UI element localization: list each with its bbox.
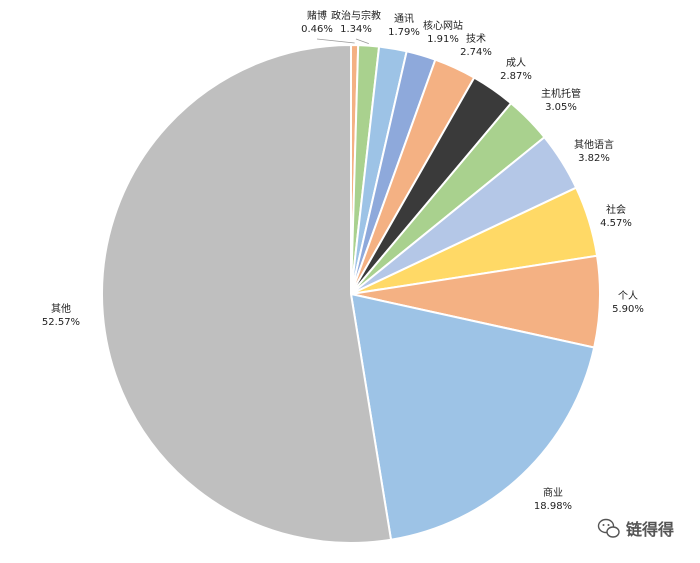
- slice-value-label: 2.87%: [500, 71, 532, 82]
- slice-category-label: 其他语言: [574, 138, 614, 151]
- slice-value-label: 3.82%: [578, 153, 610, 164]
- slice-category-label: 通讯: [394, 13, 414, 25]
- slice-category-label: 其他: [51, 302, 71, 315]
- slice-category-label: 商业: [543, 486, 563, 499]
- watermark-text: 链得得: [626, 520, 674, 539]
- slice-category-label: 核心网站: [423, 19, 463, 32]
- slice-category-label: 赌博: [307, 9, 327, 22]
- slice-value-label: 3.05%: [545, 102, 577, 113]
- slice-value-label: 1.34%: [340, 24, 372, 35]
- slice-value-label: 18.98%: [534, 501, 572, 512]
- watermark: 链得得: [597, 518, 674, 539]
- slice-category-label: 社会: [606, 203, 626, 216]
- slice-value-label: 1.79%: [388, 27, 420, 38]
- pie-slices: [100, 43, 601, 544]
- slice-value-label: 52.57%: [42, 317, 80, 328]
- leader-line: [316, 38, 355, 44]
- leader-lines: [316, 38, 369, 45]
- slice-category-label: 成人: [506, 57, 526, 69]
- slice-category-label: 主机托管: [541, 87, 581, 100]
- slice-value-label: 0.46%: [301, 24, 333, 35]
- pie-slice: [349, 292, 596, 541]
- leader-line: [355, 38, 369, 45]
- pie-slice: [100, 43, 393, 544]
- slice-value-label: 5.90%: [612, 304, 644, 315]
- slice-value-label: 4.57%: [600, 218, 632, 229]
- slice-value-label: 2.74%: [460, 47, 492, 58]
- slice-category-label: 技术: [466, 32, 486, 45]
- slice-labels: 赌博 0.46% 政治与宗教 1.34% 通讯 1.79%核心网站 1.91% 技术 2.74%…: [42, 9, 644, 512]
- slice-category-label: 政治与宗教: [331, 9, 381, 22]
- slice-category-label: 个人: [618, 290, 638, 302]
- slice-value-label: 1.91%: [427, 34, 459, 45]
- wechat-icon: [597, 518, 620, 538]
